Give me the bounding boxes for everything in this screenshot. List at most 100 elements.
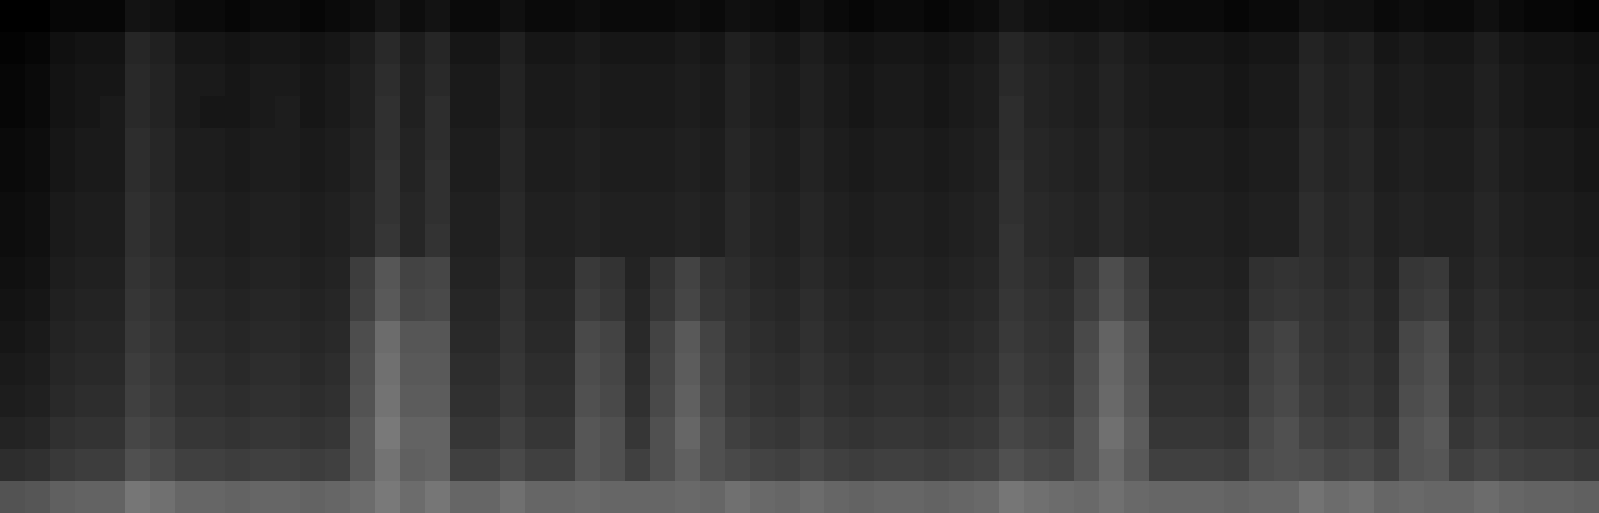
heatmap-cell xyxy=(750,353,776,386)
heatmap-cell xyxy=(725,289,751,322)
heatmap-cell xyxy=(500,481,526,513)
heatmap-cell xyxy=(0,481,26,513)
heatmap-cell xyxy=(1224,96,1250,129)
heatmap-cell xyxy=(625,353,651,386)
heatmap-cell xyxy=(375,64,401,97)
heatmap-cell xyxy=(275,0,301,33)
heatmap-cell xyxy=(800,96,826,129)
heatmap-cell xyxy=(550,32,576,65)
heatmap-cell xyxy=(250,160,276,193)
heatmap-cell xyxy=(1399,0,1425,33)
heatmap-cell xyxy=(1324,289,1350,322)
heatmap-cell xyxy=(650,32,676,65)
heatmap-cell xyxy=(75,64,101,97)
heatmap-cell xyxy=(75,224,101,257)
heatmap-cell xyxy=(924,128,950,161)
heatmap-cell xyxy=(525,321,551,354)
heatmap-cell xyxy=(1074,224,1100,257)
heatmap-cell xyxy=(1424,481,1450,513)
heatmap-cell xyxy=(0,0,26,33)
heatmap-cell xyxy=(400,96,426,129)
heatmap-cell xyxy=(1399,160,1425,193)
heatmap-cell xyxy=(25,96,51,129)
heatmap-cell xyxy=(300,353,326,386)
heatmap-cell xyxy=(874,160,900,193)
heatmap-cell xyxy=(100,96,126,129)
heatmap-cell xyxy=(600,160,626,193)
heatmap-cell xyxy=(250,481,276,513)
heatmap-cell xyxy=(974,128,1000,161)
heatmap-cell xyxy=(999,128,1025,161)
heatmap-cell xyxy=(1424,321,1450,354)
heatmap-cell xyxy=(50,449,76,482)
heatmap-cell xyxy=(1349,321,1375,354)
heatmap-cell xyxy=(1249,32,1275,65)
heatmap-cell xyxy=(400,160,426,193)
heatmap-cell xyxy=(250,449,276,482)
heatmap-cell xyxy=(625,96,651,129)
heatmap-cell xyxy=(0,449,26,482)
heatmap-cell xyxy=(425,321,451,354)
heatmap-cell xyxy=(625,321,651,354)
heatmap-cell xyxy=(725,385,751,418)
heatmap-cell xyxy=(1574,0,1599,33)
heatmap-cell xyxy=(275,160,301,193)
heatmap-cell xyxy=(1399,481,1425,513)
heatmap-cell xyxy=(500,128,526,161)
heatmap-cell xyxy=(0,224,26,257)
heatmap-cell xyxy=(1049,128,1075,161)
heatmap-cell xyxy=(1349,289,1375,322)
heatmap-cell xyxy=(1574,449,1599,482)
heatmap-cell xyxy=(849,289,875,322)
heatmap-cell xyxy=(25,32,51,65)
heatmap-cell xyxy=(150,321,176,354)
heatmap-cell xyxy=(1249,160,1275,193)
heatmap-cell xyxy=(974,481,1000,513)
heatmap-cell xyxy=(500,417,526,450)
heatmap-cell xyxy=(1424,160,1450,193)
heatmap-cell xyxy=(1274,224,1300,257)
heatmap-cell xyxy=(250,385,276,418)
heatmap-cell xyxy=(175,353,201,386)
heatmap-cell xyxy=(50,481,76,513)
heatmap-cell xyxy=(375,417,401,450)
heatmap-cell xyxy=(1274,449,1300,482)
heatmap-cell xyxy=(924,449,950,482)
heatmap-cell xyxy=(949,481,975,513)
heatmap-cell xyxy=(400,64,426,97)
heatmap-cell xyxy=(1124,321,1150,354)
heatmap-cell xyxy=(225,32,251,65)
heatmap-cell xyxy=(575,321,601,354)
heatmap-cell xyxy=(275,321,301,354)
heatmap-cell xyxy=(650,192,676,225)
heatmap-cell xyxy=(575,353,601,386)
heatmap-cell xyxy=(500,321,526,354)
heatmap-cell xyxy=(725,64,751,97)
heatmap-cell xyxy=(775,128,801,161)
heatmap-cell xyxy=(725,192,751,225)
heatmap-cell xyxy=(450,289,476,322)
heatmap-cell xyxy=(525,96,551,129)
heatmap-cell xyxy=(700,289,726,322)
heatmap-cell xyxy=(974,96,1000,129)
heatmap-cell xyxy=(125,321,151,354)
heatmap-cell xyxy=(1099,128,1125,161)
heatmap-cell xyxy=(100,385,126,418)
heatmap-cell xyxy=(1324,385,1350,418)
heatmap-cell xyxy=(1124,289,1150,322)
heatmap-cell xyxy=(300,64,326,97)
heatmap-cell xyxy=(1124,128,1150,161)
heatmap-cell xyxy=(1499,385,1525,418)
heatmap-cell xyxy=(1049,224,1075,257)
heatmap-cell xyxy=(550,96,576,129)
heatmap-cell xyxy=(300,0,326,33)
heatmap-cell xyxy=(300,385,326,418)
heatmap-cell xyxy=(800,257,826,290)
heatmap-cell xyxy=(775,96,801,129)
heatmap-cell xyxy=(250,289,276,322)
heatmap-cell xyxy=(250,128,276,161)
heatmap-cell xyxy=(50,128,76,161)
heatmap-cell xyxy=(600,192,626,225)
heatmap-cell xyxy=(974,32,1000,65)
heatmap-cell xyxy=(575,385,601,418)
